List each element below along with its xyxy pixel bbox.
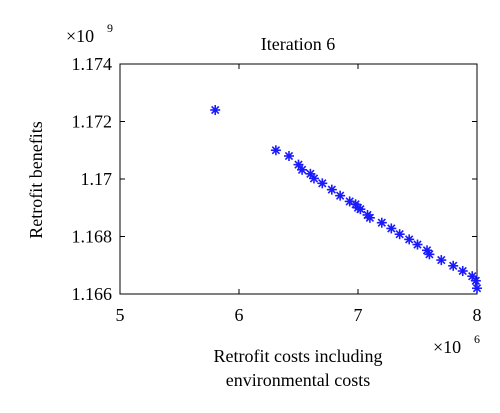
y-tick-label: 1.172 [72, 112, 113, 132]
x-exponent-base: ×10 [433, 337, 461, 357]
data-point [457, 266, 468, 276]
x-axis-label-line2: environmental costs [226, 370, 370, 390]
data-point [470, 275, 481, 286]
data-point [297, 164, 308, 175]
y-exponent-power: 9 [107, 21, 113, 35]
data-point [308, 173, 319, 184]
data-point [448, 260, 459, 271]
y-axis-label: Retrofit benefits [26, 121, 46, 238]
x-tick-label: 6 [235, 305, 244, 325]
data-point [404, 234, 415, 245]
data-point [376, 217, 387, 228]
x-exponent-power: 6 [474, 332, 480, 346]
data-point [355, 204, 366, 215]
data-point [394, 229, 405, 240]
data-point [386, 223, 397, 234]
y-tick-label: 1.174 [72, 54, 113, 74]
axis-ticks: 5 6 7 8 1.166 1.168 1.17 1.172 1.174 [72, 54, 482, 325]
data-point [436, 255, 447, 266]
data-point [210, 105, 221, 115]
x-tick-label: 8 [473, 305, 482, 325]
y-tick-label: 1.17 [81, 169, 113, 189]
y-exponent-base: ×10 [66, 26, 94, 46]
data-point [283, 151, 294, 161]
plot-area [119, 63, 478, 295]
x-tick-label: 7 [354, 305, 363, 325]
data-point [364, 212, 375, 223]
data-point [293, 159, 304, 170]
data-point [317, 178, 328, 189]
y-tick-label: 1.166 [72, 284, 113, 304]
data-point [424, 249, 435, 260]
data-point [270, 145, 281, 156]
data-point [472, 283, 482, 294]
data-points [210, 105, 482, 294]
x-tick-label: 5 [116, 305, 125, 325]
data-point [335, 190, 346, 201]
x-axis-label-line1: Retrofit costs including [214, 346, 383, 366]
data-point [412, 239, 423, 250]
y-tick-label: 1.168 [72, 227, 113, 247]
chart-title: Iteration 6 [261, 34, 335, 54]
data-point [326, 184, 337, 195]
